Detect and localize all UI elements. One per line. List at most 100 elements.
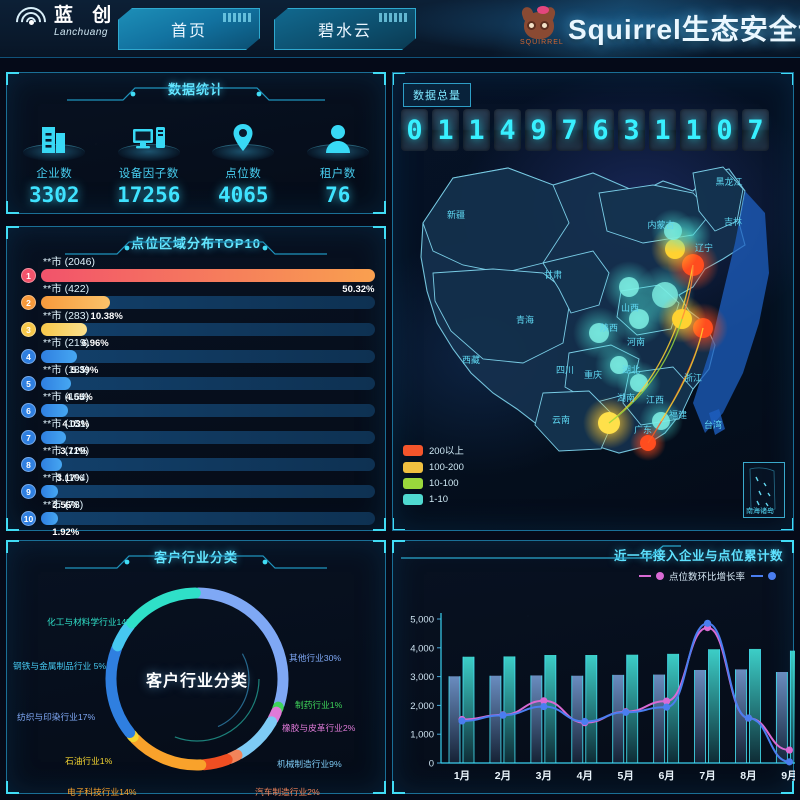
trend-bar[interactable]	[612, 674, 624, 763]
brand-logo: 蓝 创 Lanchuang	[9, 0, 119, 44]
trend-bar[interactable]	[694, 669, 706, 763]
rank-region-name: **市 (185)	[43, 364, 90, 376]
trend-line-point[interactable]	[540, 702, 548, 711]
donut-segment[interactable]	[234, 716, 278, 760]
legend-row[interactable]: 1-10	[403, 494, 464, 505]
trend-bar[interactable]	[653, 674, 665, 763]
x-tick-label: 2月	[495, 770, 511, 782]
province-label: 浙江	[684, 372, 702, 383]
legend-color-chip	[403, 462, 423, 473]
rank-row[interactable]: **市 (151) 7 3.71%	[17, 417, 375, 457]
user-icon	[325, 125, 350, 153]
trend-bar[interactable]	[449, 676, 460, 763]
trend-bar[interactable]	[790, 650, 795, 763]
legend-row[interactable]: 200以上	[403, 443, 464, 457]
province-label: 湖北	[622, 365, 640, 375]
trend-line-point[interactable]	[581, 717, 589, 726]
trend-bar[interactable]	[749, 648, 761, 763]
rank-row[interactable]: **市 (78) 10 1.92%	[17, 498, 375, 538]
legend-range-label: 1-10	[429, 494, 449, 505]
stat-enterprises[interactable]: 企业数 3302	[7, 109, 102, 207]
legend-row[interactable]: 100-200	[403, 462, 464, 473]
trend-line-point[interactable]	[744, 714, 753, 722]
rank-region-name: **市 (2046)	[43, 256, 95, 268]
rank-track: 50.32%	[41, 269, 375, 295]
province-label: 重庆	[584, 369, 602, 380]
legend-row[interactable]: 10-100	[403, 478, 464, 489]
y-tick-label: 4,000	[410, 643, 434, 654]
trend-bar[interactable]	[463, 656, 474, 763]
rank-row[interactable]: **市 (104) 9 2.56%	[17, 471, 375, 511]
rank-row[interactable]: **市 (185) 5 4.55%	[17, 363, 375, 403]
rank-track: 4.55%	[41, 377, 375, 403]
legend-range-label: 100-200	[429, 462, 464, 473]
rank-region-name: **市 (283)	[43, 310, 90, 322]
trend-line-point[interactable]	[458, 717, 466, 725]
trend-line-point[interactable]	[622, 708, 630, 716]
industry-donut-chart: 客户行业分类 化工与材料学行业14% 钢铁与金属制品行业 5% 纺织与印染行业17%…	[7, 563, 387, 797]
trend-bar[interactable]	[626, 654, 638, 763]
logo-chinese-name: 蓝 创	[54, 5, 119, 26]
province-label: 甘肃	[544, 269, 562, 280]
rank-badge: 10	[21, 511, 36, 526]
donut-segment[interactable]	[126, 587, 201, 629]
trend-line-point[interactable]	[499, 711, 507, 719]
main-nav-tabs[interactable]: 首页 碧水云	[118, 8, 416, 50]
stat-device-factors[interactable]: 设备因子数 17256	[102, 109, 197, 207]
rank-track: 2.56%	[41, 485, 375, 511]
trend-line-point[interactable]	[663, 703, 671, 711]
donut-slice-label: 橡胶与皮革行业2%	[282, 723, 356, 733]
donut-segment[interactable]	[112, 619, 136, 652]
donut-segment[interactable]	[129, 733, 207, 771]
rank-row[interactable]: **市 (422) 2 10.38%	[17, 282, 375, 322]
rank-row[interactable]: **市 (129) 8 3.17%	[17, 444, 375, 484]
rank-badge: 5	[21, 376, 36, 391]
trend-bar[interactable]	[708, 649, 720, 763]
trend-bar[interactable]	[530, 675, 542, 763]
stat-points[interactable]: 点位数 4065	[196, 109, 291, 207]
donut-slice-label: 化工与材料学行业14%	[47, 617, 134, 627]
rank-row[interactable]: **市 (2046) 1 50.32%	[17, 255, 375, 295]
rank-percent: 1.92%	[52, 527, 80, 538]
stat-tenants-label: 租户数	[319, 168, 356, 180]
rank-row[interactable]: **市 (219) 4 5.39%	[17, 336, 375, 376]
trend-line-point[interactable]	[785, 746, 793, 754]
stat-enterprises-label: 企业数	[36, 168, 73, 180]
location-pin-icon	[233, 124, 253, 151]
donut-segment[interactable]	[198, 754, 233, 771]
trend-bar[interactable]	[585, 655, 597, 763]
squirrel-wordmark: SQUIRREL	[520, 39, 564, 46]
rank-track: 3.17%	[41, 458, 375, 484]
donut-slice-label: 纺织与印染行业17%	[17, 712, 96, 722]
tab-home-label: 首页	[170, 23, 207, 40]
stat-tenants[interactable]: 租户数 76	[291, 109, 386, 207]
trend-bar[interactable]	[503, 656, 515, 763]
trend-line-point[interactable]	[785, 758, 793, 766]
rank-row[interactable]: **市 (283) 3 6.96%	[17, 309, 375, 349]
stat-points-label: 点位数	[225, 168, 262, 180]
province-label: 吉林	[724, 216, 742, 227]
rank-region-name: **市 (164)	[43, 391, 90, 403]
legend-range-label: 10-100	[429, 478, 459, 489]
province-label: 辽宁	[695, 242, 713, 253]
trend-bar[interactable]	[489, 675, 501, 763]
province-label: 内蒙古	[647, 219, 674, 230]
donut-slice-label: 钢铁与金属制品行业 5%	[13, 661, 107, 671]
rank-row[interactable]: **市 (164) 6 4.03%	[17, 390, 375, 430]
rank-region-name: **市 (219)	[43, 337, 90, 349]
signal-wave-icon	[9, 0, 53, 44]
donut-slice-label: 石油行业1%	[65, 756, 113, 766]
legend-color-chip	[403, 444, 423, 456]
rank-badge: 8	[21, 457, 36, 472]
tab-bishuiyun[interactable]: 碧水云	[274, 8, 416, 50]
rank-badge: 4	[21, 349, 36, 364]
x-tick-label: 5月	[618, 770, 634, 782]
province-label: 云南	[552, 414, 570, 425]
stat-device-factors-value: 17256	[117, 183, 181, 207]
trend-line-point[interactable]	[703, 619, 712, 627]
rank-track: 5.39%	[41, 350, 375, 376]
stat-tenants-value: 76	[325, 183, 351, 207]
rank-badge: 1	[21, 268, 36, 283]
province-label: 新疆	[447, 209, 465, 220]
tab-home[interactable]: 首页	[118, 8, 260, 50]
